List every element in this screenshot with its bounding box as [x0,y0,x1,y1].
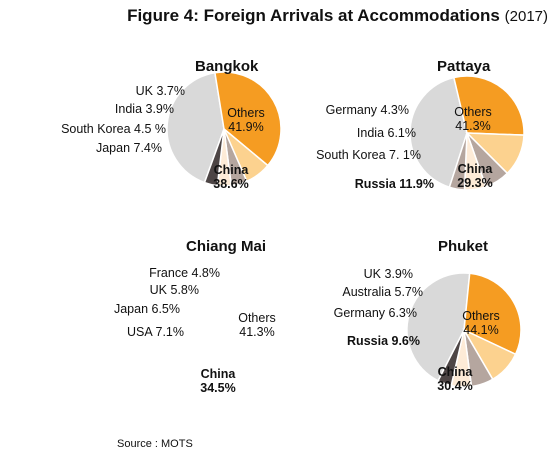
label-bangkok-others: Others 41.9% [227,106,265,134]
label-phuket-australia: Australia 5.7% [342,285,423,299]
figure-title-text: Figure 4: Foreign Arrivals at Accommodat… [127,6,500,25]
panel-title-chiang-mai: Chiang Mai [186,238,267,255]
label-phuket-russia: Russia 9.6% [347,334,420,348]
label-bangkok-japan: Japan 7.4% [95,141,162,155]
source-note: Source : MOTS [117,438,193,450]
label-pattaya-south-korea: South Korea 7. 1% [316,148,421,162]
pie-slice-bangkok-uk [203,128,225,187]
label-chiang-mai-japan: Japan 6.5% [113,302,180,316]
label-chiang-mai-uk: UK 5.8% [149,283,199,297]
figure-year: (2017) [504,8,548,25]
label-pattaya-germany: Germany 4.3% [325,103,409,117]
label-bangkok-south-korea: South Korea 4.5 % [61,122,166,136]
pie-slice-bangkok-others [166,71,225,184]
label-chiang-mai-france: France 4.8% [149,266,220,280]
label-phuket-china: China 30.4% [437,365,473,393]
pie-slice-phuket-uk [437,329,465,387]
label-chiang-mai-china: China 34.5% [200,367,236,395]
pie-slice-pattaya-germany [448,132,468,191]
label-pattaya-india: India 6.1% [356,126,416,140]
label-phuket-uk: UK 3.9% [363,267,413,281]
panel-title-pattaya: Pattaya [437,58,491,75]
label-bangkok-china: China 38.6% [213,163,249,191]
label-bangkok-india: India 3.9% [114,102,174,116]
label-phuket-others: Others 44.1% [462,309,500,337]
label-chiang-mai-usa: USA 7.1% [127,325,184,339]
label-chiang-mai-others: Others 41.3% [238,311,276,339]
label-bangkok-uk: UK 3.7% [135,84,185,98]
panel-title-phuket: Phuket [438,238,489,255]
label-phuket-germany: Germany 6.3% [333,306,417,320]
panel-title-bangkok: Bangkok [195,58,259,75]
pie-slice-phuket-china [463,272,522,356]
pie-slice-bangkok-china [214,71,282,167]
figure-title: Figure 4: Foreign Arrivals at Accommodat… [0,6,548,26]
pie-slice-pattaya-china [452,75,525,136]
label-pattaya-others: Others 41.3% [454,105,492,133]
label-pattaya-china: China 29.3% [457,162,493,190]
pie-slice-phuket-others [406,272,471,382]
label-pattaya-russia: Russia 11.9% [354,177,434,191]
pie-slice-pattaya-others [409,76,468,189]
